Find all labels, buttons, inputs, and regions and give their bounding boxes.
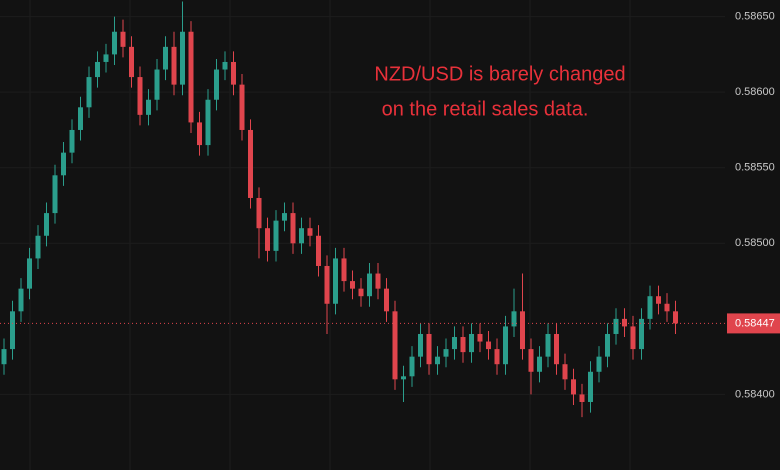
candle-body (358, 288, 364, 297)
candle-body (426, 333, 432, 365)
candle-body (35, 235, 41, 259)
candle-body (375, 273, 381, 289)
y-tick-label: 0.58500 (735, 237, 775, 249)
candle-body (273, 220, 279, 251)
candle-body (613, 318, 619, 334)
candle-body (460, 337, 466, 353)
candle-body (622, 318, 627, 327)
candle-body (477, 333, 483, 342)
candle-body (537, 356, 542, 372)
candle-body (307, 228, 313, 236)
candle-body (222, 61, 228, 70)
candle-body (248, 129, 253, 198)
candle-body (511, 311, 517, 327)
candle-body (239, 84, 245, 130)
candle-body (554, 333, 559, 365)
price-label: 0.58447 (735, 317, 775, 329)
candle-body (61, 152, 66, 176)
candle-body (528, 349, 534, 372)
candle-body (401, 376, 406, 380)
candle-body (579, 394, 585, 402)
candle-body (282, 213, 287, 221)
candle-body (656, 296, 661, 304)
candle-body (486, 341, 491, 350)
candle-body (205, 99, 211, 146)
candle-body (596, 356, 602, 372)
candle-body (630, 326, 636, 350)
candle-body (154, 69, 160, 100)
y-tick-label: 0.58650 (735, 11, 775, 23)
candle-body (333, 258, 338, 304)
candle-body (435, 356, 440, 365)
candle-body (664, 303, 670, 312)
candle-body (469, 333, 474, 353)
candle-body (265, 228, 270, 251)
candle-body (10, 311, 15, 350)
candle-body (129, 46, 134, 78)
candle-body (231, 61, 236, 85)
candle-body (1, 349, 7, 365)
candle-body (545, 333, 551, 357)
annotation: NZD/USD is barely changed (374, 63, 625, 85)
candle-body (520, 311, 525, 350)
candle-body (290, 213, 296, 244)
candle-body (639, 318, 644, 350)
candle-body (163, 46, 168, 70)
candle-body (350, 281, 355, 289)
candle-body (256, 197, 262, 229)
candle-body (171, 46, 177, 85)
candle-body (69, 129, 75, 153)
y-tick-label: 0.58600 (735, 86, 775, 98)
candle-body (86, 77, 92, 108)
candle-body (78, 107, 83, 130)
candle-body (120, 31, 126, 47)
candle-body (316, 235, 321, 266)
candle-body (214, 69, 219, 100)
candle-body (562, 364, 568, 380)
candle-body (188, 31, 194, 123)
candle-body (44, 213, 49, 236)
candle-body (384, 288, 389, 312)
candle-body (341, 258, 347, 282)
candle-body (503, 326, 508, 365)
candle-body (103, 54, 109, 62)
candle-body (392, 311, 398, 380)
candle-body (180, 31, 185, 85)
candle-body (137, 77, 143, 115)
candle-body (95, 61, 100, 78)
candle-body (112, 31, 117, 55)
candle-body (146, 99, 151, 115)
annotation: on the retail sales data. (382, 98, 589, 120)
candle-body (452, 337, 457, 350)
candle-body (588, 371, 593, 402)
candle-body (197, 122, 202, 146)
y-tick-label: 0.58400 (735, 388, 775, 400)
candle-body (571, 379, 576, 395)
price-label-box (727, 313, 780, 334)
candle-body (409, 356, 415, 377)
candle-body (367, 273, 372, 297)
candle-body (673, 311, 678, 324)
y-tick-label: 0.58550 (735, 162, 775, 174)
candle-body (18, 288, 24, 312)
candle-body (52, 175, 58, 214)
candle-body (324, 265, 330, 304)
candle-body (605, 333, 610, 357)
candle-body (299, 228, 304, 244)
candle-body (494, 349, 500, 365)
candle-body (418, 333, 423, 357)
candle-body (443, 349, 449, 357)
candle-body (647, 296, 653, 319)
candle-body (27, 258, 32, 289)
